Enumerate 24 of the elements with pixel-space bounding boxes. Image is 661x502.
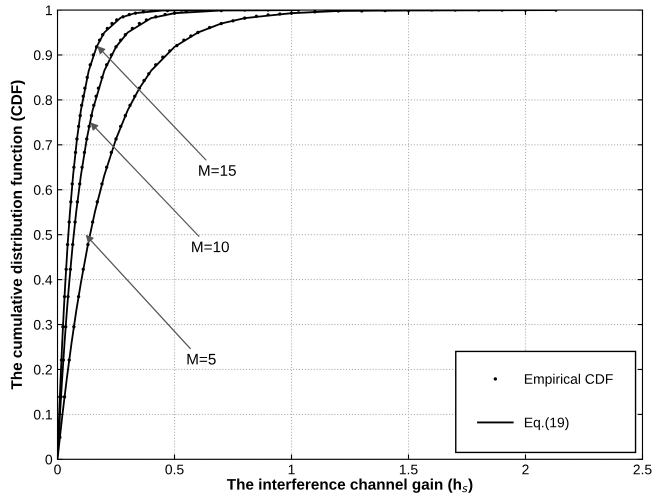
x-tick-label: 1.5 xyxy=(400,464,418,474)
y-tick-label: 0.8 xyxy=(34,95,52,106)
x-tick-label: 2.5 xyxy=(634,464,652,474)
y-tick-label: 0.1 xyxy=(34,410,52,420)
annotation: M=5 xyxy=(187,354,216,365)
legend-label: Eq.(19) xyxy=(524,417,568,430)
x-tick-label: 1 xyxy=(288,464,295,474)
x-tick-label: 0 xyxy=(54,464,61,474)
y-tick-label: 1 xyxy=(46,6,52,16)
y-tick-label: 0.5 xyxy=(34,230,52,240)
y-tick-label: 0.7 xyxy=(34,140,52,150)
y-tick-label: 0.6 xyxy=(34,185,52,195)
x-tick-label: 0.5 xyxy=(165,464,184,474)
y-tick-label: 0 xyxy=(45,454,52,464)
legend-label: Empirical CDF xyxy=(524,374,613,387)
y-axis-title: The cumulative distribution function (CDF) xyxy=(10,80,26,390)
y-tick-label: 0.2 xyxy=(34,364,52,375)
x-tick-label: 2 xyxy=(522,464,529,474)
y-tick-label: 0.9 xyxy=(34,50,52,60)
annotation: M=10 xyxy=(192,241,229,252)
annotation: M=15 xyxy=(199,165,236,176)
x-axis-title: The interference channel gain (h$_{s}$) xyxy=(226,478,472,493)
y-tick-label: 0.3 xyxy=(34,320,52,330)
y-tick-label: 0.4 xyxy=(34,274,52,285)
